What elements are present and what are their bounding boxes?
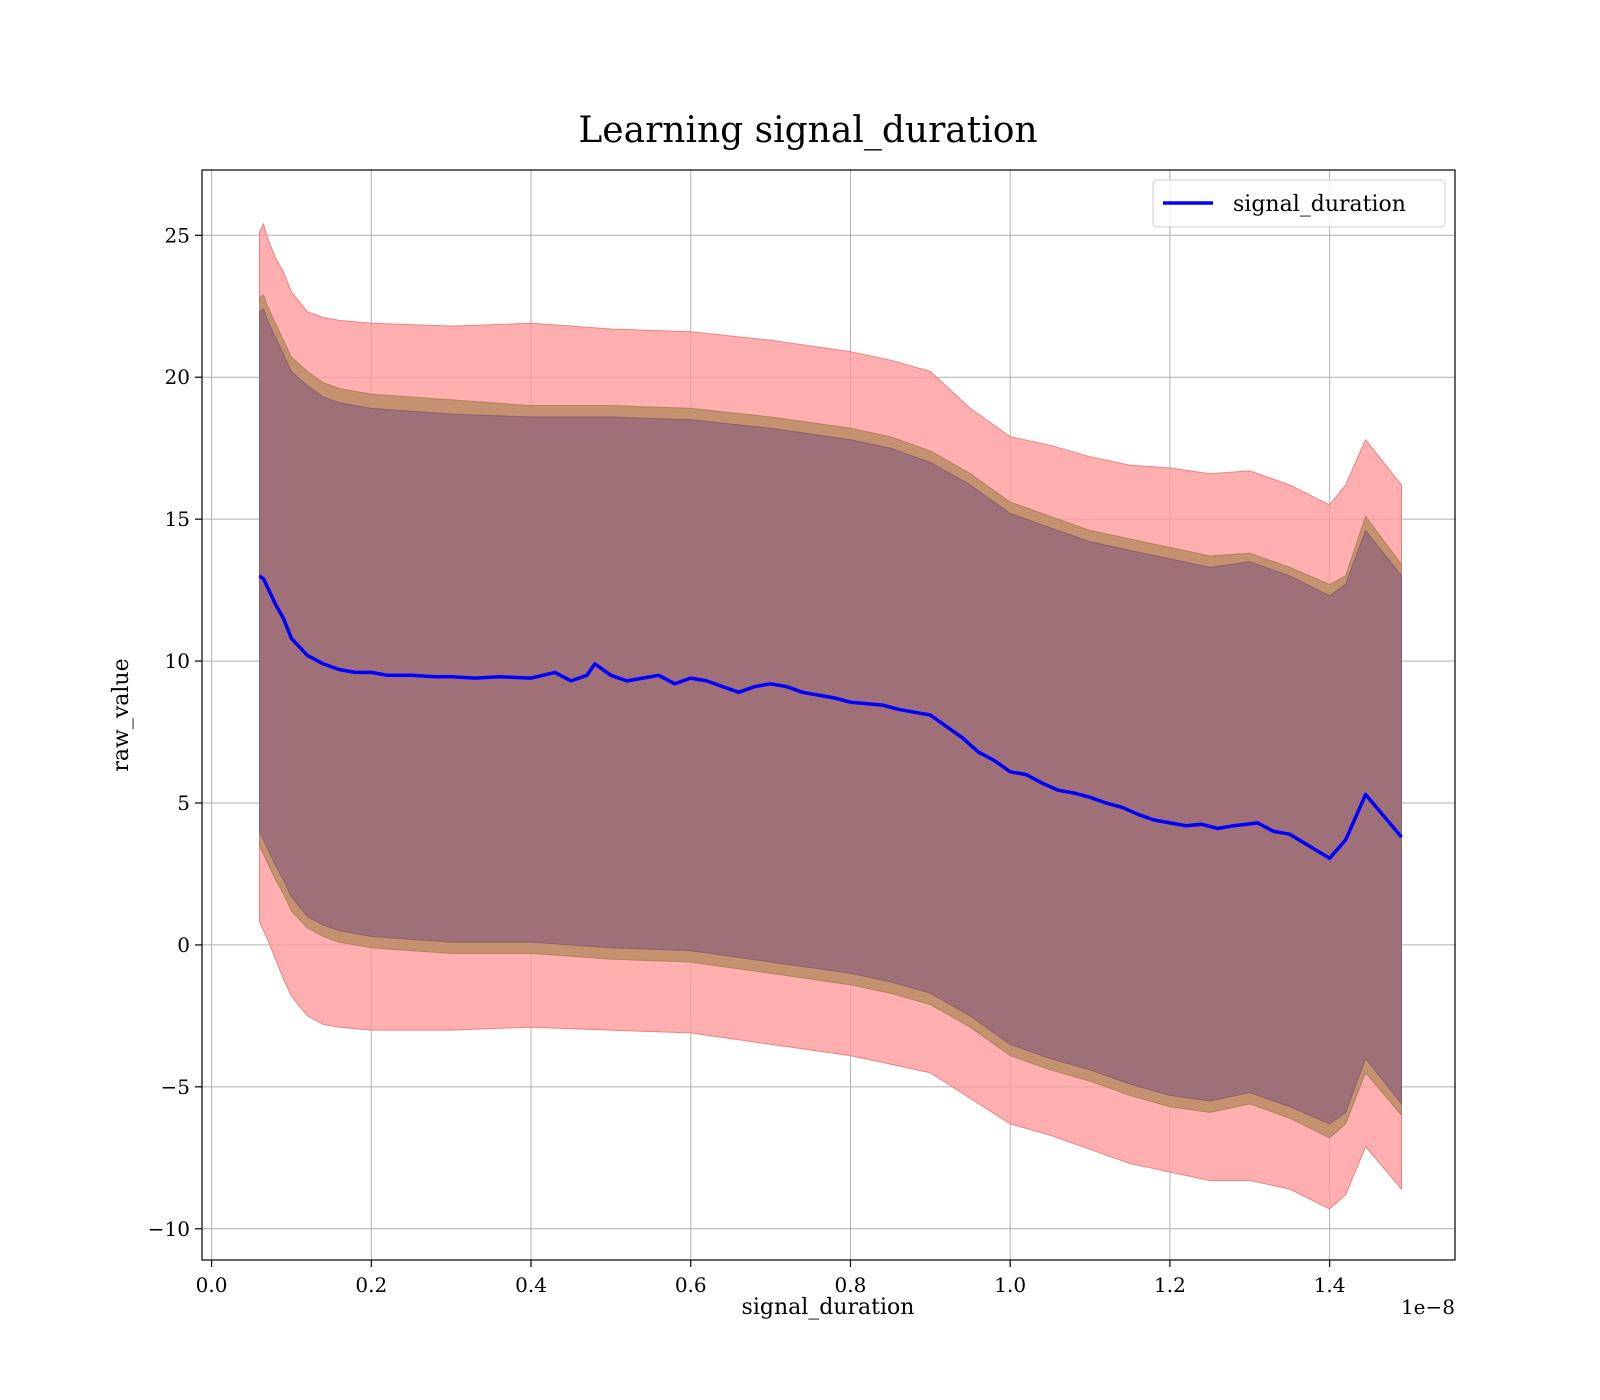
x-tick-label: 0.6	[675, 1273, 707, 1297]
legend: signal_duration	[1152, 179, 1446, 228]
legend-box	[1152, 179, 1446, 228]
x-axis-label: signal_duration	[742, 1295, 915, 1320]
confidence-bands	[259, 222, 1402, 1210]
series-line-signal-duration	[258, 574, 1403, 861]
x-tick-label: 1.4	[1314, 1273, 1346, 1297]
ticks: 0.0 0.2 0.4 0.6 0.8 1.0 1.2 1.4 −10 −5 0 5 10 15 20 25	[148, 223, 1346, 1297]
x-tick-label: 0.0	[196, 1273, 228, 1297]
series-layer	[258, 574, 1403, 861]
y-tick-label: 20	[165, 365, 190, 389]
x-tick-label: 0.4	[515, 1273, 547, 1297]
plot-frame	[201, 169, 1456, 1261]
y-tick-label: −5	[161, 1075, 190, 1099]
legend-label-signal-duration: signal_duration	[1233, 192, 1406, 217]
inner-band	[259, 308, 1402, 1125]
y-tick-label: 25	[165, 223, 190, 247]
chart-title: Learning signal_duration	[578, 110, 1037, 151]
y-tick-label: 10	[165, 649, 190, 673]
y-tick-label: −10	[148, 1217, 190, 1241]
x-tick-label: 0.2	[355, 1273, 387, 1297]
y-tick-label: 0	[177, 933, 190, 957]
x-tick-label: 1.2	[1154, 1273, 1186, 1297]
y-axis-label: raw_value	[109, 658, 134, 771]
x-axis-offset-text: 1e−8	[1401, 1295, 1455, 1319]
y-tick-label: 5	[177, 791, 190, 815]
y-tick-label: 15	[165, 507, 190, 531]
x-tick-label: 0.8	[835, 1273, 867, 1297]
x-tick-label: 1.0	[994, 1273, 1026, 1297]
